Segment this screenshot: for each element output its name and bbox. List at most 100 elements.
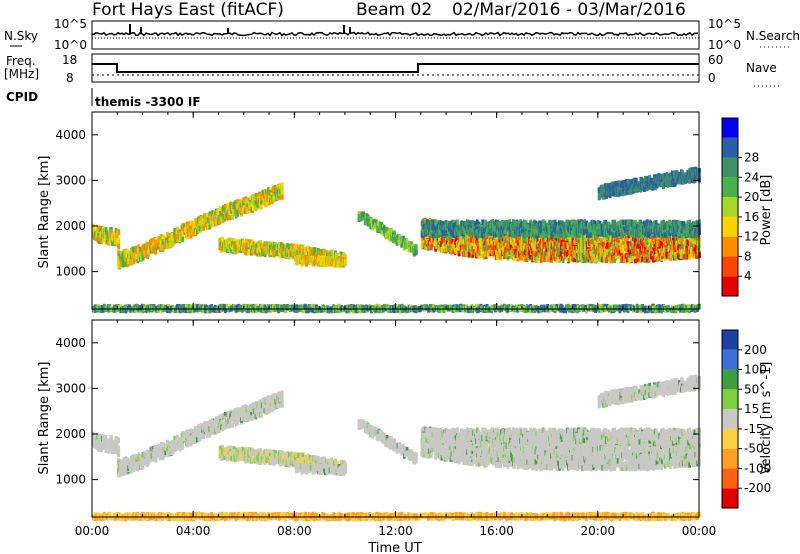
power-cell	[224, 238, 228, 245]
power-cell	[370, 217, 374, 224]
power-cell	[249, 195, 253, 202]
power-cell	[541, 256, 545, 262]
power-cell	[149, 248, 153, 254]
power-cell	[475, 240, 479, 246]
power-cell	[561, 257, 565, 264]
power-cell	[467, 240, 471, 247]
power-cell	[241, 239, 245, 245]
power-cell	[656, 256, 660, 262]
power-cell	[117, 243, 121, 250]
power-cell	[129, 251, 132, 257]
power-cell	[232, 210, 236, 217]
power-cell	[550, 239, 553, 246]
power-cell	[232, 241, 236, 247]
power-cell	[231, 237, 234, 244]
power-cell	[525, 256, 529, 262]
power-cell	[232, 244, 236, 250]
power-cell	[222, 205, 225, 211]
power-cell	[480, 252, 484, 258]
power-cell	[408, 247, 412, 253]
power-cell	[405, 239, 409, 245]
power-cell	[223, 203, 227, 210]
power-cell	[104, 227, 108, 233]
power-cell	[623, 253, 626, 259]
power-cell	[181, 236, 185, 242]
power-cell	[412, 247, 415, 253]
power-cell	[636, 256, 640, 262]
power-cell	[248, 249, 252, 256]
power-cell	[271, 195, 275, 202]
power-cell	[145, 246, 149, 253]
nave-tick-bottom: 0	[708, 71, 716, 85]
power-cell	[137, 244, 141, 250]
power-cell	[111, 240, 114, 246]
nsearch-label: N.Search	[746, 29, 800, 43]
power-cell	[438, 235, 442, 241]
power-cell	[442, 247, 446, 254]
power-cell	[589, 251, 593, 257]
power-cell	[566, 239, 570, 245]
power-cell	[637, 248, 641, 255]
freq-tick-bottom: 8	[66, 71, 74, 85]
power-cell	[647, 252, 651, 258]
power-cell	[94, 235, 98, 242]
power-cell	[120, 261, 123, 267]
power-cell	[616, 253, 620, 260]
power-cell	[330, 249, 334, 256]
power-cell	[599, 252, 603, 258]
power-cell	[446, 238, 449, 244]
power-cell	[367, 216, 371, 222]
power-cell	[595, 257, 598, 263]
power-cell	[624, 247, 628, 253]
power-cell	[606, 242, 610, 248]
power-cell	[139, 251, 143, 258]
power-cell	[287, 247, 290, 254]
power-cell	[504, 249, 508, 255]
power-cell	[267, 187, 271, 193]
power-cell	[530, 236, 533, 242]
power-cell	[644, 248, 648, 255]
power-cell	[253, 202, 257, 209]
power-cell	[256, 202, 260, 208]
power-cell	[521, 255, 524, 261]
power-cell	[527, 242, 531, 249]
power-cell	[218, 206, 222, 212]
power-cell	[637, 241, 641, 248]
power-cell	[393, 230, 396, 236]
power-cell	[459, 238, 463, 244]
power-cell	[555, 235, 559, 242]
nsky-line	[91, 31, 698, 37]
power-cell	[579, 249, 583, 255]
power-cell	[390, 228, 394, 234]
power-cell	[117, 240, 121, 246]
power-cell	[357, 211, 361, 217]
power-cell	[516, 243, 520, 250]
power-cell	[282, 245, 286, 251]
power-cell	[312, 255, 316, 262]
power-cell	[92, 226, 95, 232]
power-cell	[402, 235, 405, 242]
power-cell	[531, 250, 535, 257]
power-cell	[454, 247, 458, 253]
power-cell	[344, 259, 347, 265]
power-cell	[492, 250, 496, 256]
power-cell	[204, 218, 207, 224]
power-cell	[468, 236, 472, 242]
power-cell	[185, 224, 188, 231]
power-cell	[231, 214, 234, 220]
nsky-tick-top: 10^5	[54, 17, 87, 31]
power-cell	[622, 245, 626, 251]
power-cell	[236, 211, 240, 217]
power-cell	[529, 253, 533, 259]
power-cell	[276, 250, 280, 257]
power-cell	[371, 224, 375, 231]
nsky-trace	[91, 24, 699, 39]
power-cell	[309, 257, 313, 263]
power-cell	[634, 257, 637, 264]
power-cell	[447, 245, 450, 251]
power-cell	[582, 256, 586, 263]
power-cell	[643, 251, 647, 258]
power-cell	[543, 251, 547, 257]
power-cell	[231, 241, 234, 247]
power-cell	[132, 247, 136, 253]
